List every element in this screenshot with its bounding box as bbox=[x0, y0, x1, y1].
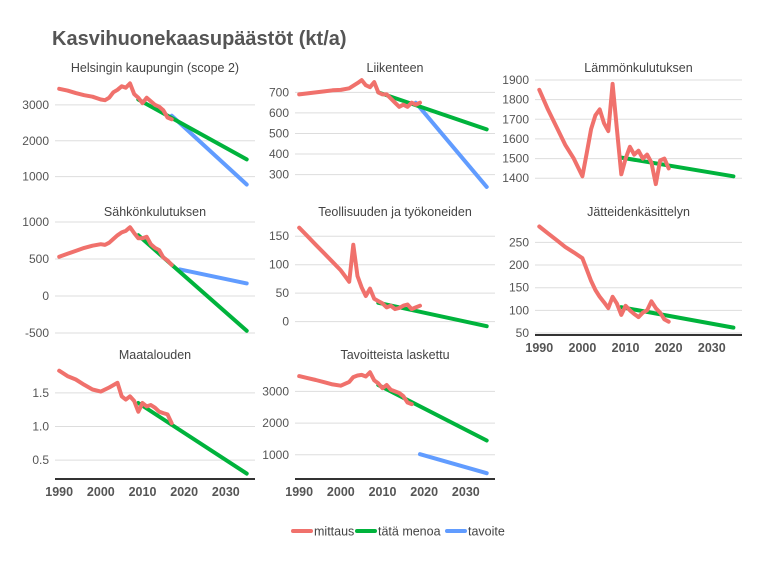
series-line-tavoite bbox=[413, 100, 489, 189]
panel-6: Maatalouden 0.5 1.0 1.5 1990 2000 2010 2020 2030 bbox=[32, 348, 255, 499]
panel-3: Sähkönkulutuksen -500 0 500 1000 bbox=[22, 205, 255, 340]
y-tick-label: 1800 bbox=[502, 93, 529, 107]
panel-title: Helsingin kaupungin (scope 2) bbox=[71, 61, 239, 75]
panel-title: Teollisuuden ja työkoneiden bbox=[318, 205, 472, 219]
y-tick-label: 50 bbox=[276, 286, 290, 300]
y-tick-label: 0.5 bbox=[32, 453, 49, 467]
y-tick-label: 50 bbox=[516, 326, 530, 340]
y-tick-label: 1500 bbox=[502, 152, 529, 166]
panel-title: Maatalouden bbox=[119, 348, 191, 362]
series-line-mittaus bbox=[57, 81, 174, 122]
x-tick-label: 2020 bbox=[170, 485, 198, 499]
series-line-tata-menoa bbox=[136, 401, 249, 476]
legend-label-tavoite: tavoite bbox=[468, 525, 505, 539]
x-tick-label: 2010 bbox=[612, 341, 640, 355]
y-tick-label: 1000 bbox=[22, 170, 49, 184]
panel-title: Tavoitteista laskettu bbox=[340, 348, 449, 362]
y-tick-label: 3000 bbox=[262, 384, 289, 398]
x-tick-label: 1990 bbox=[525, 341, 553, 355]
series-line-tavoite bbox=[178, 267, 249, 286]
y-tick-label: 0 bbox=[42, 289, 49, 303]
x-tick-label: 2030 bbox=[698, 341, 726, 355]
chart-title: Kasvihuonekaasupäästöt (kt/a) bbox=[52, 28, 347, 50]
y-tick-label: 100 bbox=[269, 258, 289, 272]
y-tick-label: 1600 bbox=[502, 132, 529, 146]
panel-1: Liikenteen 300 400 500 600 700 bbox=[269, 61, 495, 189]
x-tick-label: 1990 bbox=[285, 485, 313, 499]
y-tick-label: 1000 bbox=[22, 215, 49, 229]
y-tick-label: 200 bbox=[509, 258, 529, 272]
series-line-mittaus bbox=[537, 81, 671, 187]
x-tick-label: 2000 bbox=[569, 341, 597, 355]
x-tick-label: 2020 bbox=[655, 341, 683, 355]
panel-2: Lämmönkulutuksen 1400 1500 1600 1700 1800 1900 bbox=[502, 61, 742, 187]
y-tick-label: 150 bbox=[509, 281, 529, 295]
y-tick-label: 250 bbox=[509, 235, 529, 249]
series-line-tata-menoa bbox=[136, 97, 249, 162]
panel-4: Teollisuuden ja työkoneiden 0 50 100 150 bbox=[269, 205, 495, 329]
x-tick-label: 2000 bbox=[327, 485, 355, 499]
y-tick-label: 500 bbox=[269, 126, 289, 140]
y-tick-label: -500 bbox=[25, 326, 49, 340]
y-tick-label: 100 bbox=[509, 303, 529, 317]
series-line-tata-menoa bbox=[619, 305, 736, 330]
y-tick-label: 2000 bbox=[22, 134, 49, 148]
panel-title: Liikenteen bbox=[367, 61, 424, 75]
y-tick-label: 1000 bbox=[262, 448, 289, 462]
y-tick-label: 1400 bbox=[502, 171, 529, 185]
y-tick-label: 150 bbox=[269, 229, 289, 243]
series-line-mittaus bbox=[297, 78, 422, 109]
y-tick-label: 1.5 bbox=[32, 386, 49, 400]
y-tick-label: 1900 bbox=[502, 73, 529, 87]
series-line-mittaus bbox=[57, 225, 174, 267]
x-tick-label: 2010 bbox=[129, 485, 157, 499]
x-tick-label: 1990 bbox=[45, 485, 73, 499]
panel-title: Jätteidenkäsittelyn bbox=[587, 205, 690, 219]
y-tick-label: 2000 bbox=[262, 416, 289, 430]
y-tick-label: 0 bbox=[282, 315, 289, 329]
panel-0: Helsingin kaupungin (scope 2) 1000 2000 300… bbox=[22, 61, 255, 187]
x-tick-label: 2000 bbox=[87, 485, 115, 499]
y-tick-label: 3000 bbox=[22, 98, 49, 112]
x-tick-label: 2030 bbox=[212, 485, 240, 499]
panel-7: Tavoitteista laskettu 1000 2000 3000 1990 200… bbox=[262, 348, 495, 499]
series-line-tata-menoa bbox=[376, 90, 489, 132]
legend-label-mittaus: mittaus bbox=[314, 525, 354, 539]
panels: Helsingin kaupungin (scope 2)10002000300… bbox=[22, 61, 742, 499]
series-line-mittaus bbox=[57, 368, 174, 426]
x-tick-label: 2010 bbox=[369, 485, 397, 499]
y-tick-label: 700 bbox=[269, 85, 289, 99]
y-tick-label: 1700 bbox=[502, 112, 529, 126]
y-tick-label: 500 bbox=[29, 252, 49, 266]
series-line-mittaus bbox=[297, 370, 414, 407]
series-line-mittaus bbox=[537, 224, 671, 324]
panel-title: Sähkönkulutuksen bbox=[104, 205, 206, 219]
series-line-mittaus bbox=[297, 225, 422, 312]
panel-5: Jätteidenkäsittelyn 50 100 150 200 250 1990 200… bbox=[509, 205, 742, 355]
series-line-tavoite bbox=[418, 452, 489, 476]
series-line-tavoite bbox=[169, 113, 249, 187]
legend: mittaus tätä menoa tavoite bbox=[291, 525, 505, 539]
x-tick-label: 2020 bbox=[410, 485, 438, 499]
series-line-tata-menoa bbox=[619, 155, 736, 179]
panel-title: Lämmönkulutuksen bbox=[584, 61, 692, 75]
series-line-tata-menoa bbox=[376, 383, 489, 443]
y-tick-label: 400 bbox=[269, 147, 289, 161]
y-tick-label: 600 bbox=[269, 106, 289, 120]
x-tick-label: 2030 bbox=[452, 485, 480, 499]
y-tick-label: 1.0 bbox=[32, 420, 49, 434]
legend-label-tata-menoa: tätä menoa bbox=[378, 525, 441, 539]
series-line-tata-menoa bbox=[136, 233, 249, 333]
y-tick-label: 300 bbox=[269, 168, 289, 182]
